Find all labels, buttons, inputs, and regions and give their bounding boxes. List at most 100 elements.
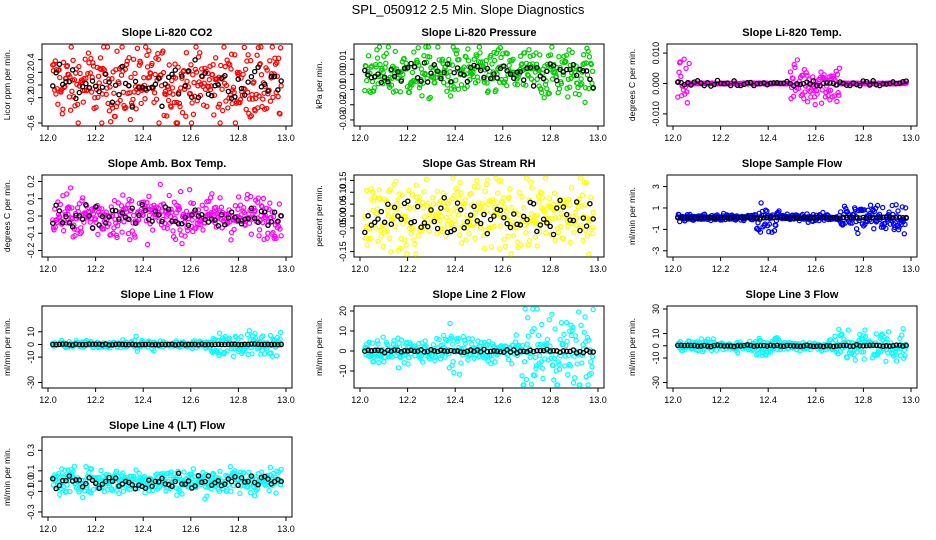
reference-point (870, 214, 876, 221)
data-point (456, 232, 463, 238)
data-point (439, 213, 445, 219)
data-point (489, 356, 495, 362)
reference-point (694, 343, 701, 349)
reference-point (837, 215, 843, 221)
reference-point (175, 221, 182, 227)
reference-point (883, 214, 890, 221)
y-tick-label: 0.010 (651, 42, 661, 65)
reference-point (451, 348, 457, 355)
data-point (51, 227, 57, 233)
data-point (418, 66, 425, 72)
data-point (518, 242, 524, 248)
reference-point (701, 342, 708, 349)
x-tick-label: 12.2 (712, 264, 730, 274)
reference-point (867, 342, 873, 349)
reference-point (833, 82, 840, 88)
data-point (80, 99, 87, 105)
data-point (166, 62, 172, 68)
reference-point (847, 214, 853, 220)
y-tick-label: -30 (26, 376, 36, 389)
data-point (420, 199, 426, 206)
data-point (95, 94, 101, 101)
data-point (114, 48, 120, 54)
x-tick-label: 12.6 (182, 264, 200, 274)
reference-point (741, 342, 747, 349)
reference-point (76, 213, 83, 219)
chart-title: Slope Li-820 Pressure (422, 27, 537, 39)
data-point (420, 205, 426, 211)
reference-point (106, 474, 112, 481)
y-tick-label: 0.10 (338, 183, 348, 201)
reference-point (179, 221, 185, 227)
data-point (570, 324, 576, 331)
data-point (579, 81, 585, 87)
data-point (248, 113, 254, 119)
reference-point (79, 483, 86, 490)
data-point (521, 50, 528, 56)
data-point (773, 222, 779, 229)
reference-point (112, 82, 119, 88)
data-point (263, 105, 270, 112)
reference-point (544, 68, 550, 75)
x-tick-label: 12.8 (542, 133, 560, 143)
reference-point (491, 348, 497, 354)
reference-point (172, 478, 179, 485)
data-point (95, 231, 101, 238)
data-point (189, 217, 195, 223)
data-point (112, 113, 118, 120)
reference-point (50, 83, 56, 89)
data-point (491, 57, 498, 64)
reference-point (155, 342, 162, 348)
data-point (511, 232, 517, 239)
plot-frame (666, 43, 918, 127)
data-point (557, 336, 563, 343)
reference-point (261, 473, 268, 480)
reference-point (721, 214, 727, 221)
data-point (128, 473, 135, 480)
data-point (838, 209, 844, 215)
data-point (547, 52, 554, 58)
data-point (441, 79, 447, 86)
data-point (567, 363, 574, 369)
reference-point (261, 209, 268, 215)
data-point (227, 463, 233, 470)
reference-point (790, 215, 797, 221)
data-point (157, 181, 163, 188)
reference-point (711, 342, 717, 349)
reference-point (258, 341, 265, 348)
data-point (422, 70, 428, 77)
data-point (408, 230, 414, 237)
data-point (367, 235, 374, 242)
reference-point (754, 215, 760, 221)
reference-point (63, 341, 69, 347)
data-point (148, 203, 155, 210)
data-point (183, 208, 190, 214)
reference-point (159, 218, 165, 225)
data-point (523, 376, 530, 383)
data-point (85, 70, 91, 77)
data-point (264, 67, 270, 73)
reference-point (560, 204, 567, 210)
data-point (552, 237, 558, 244)
data-point (456, 195, 462, 201)
reference-point (96, 341, 102, 347)
data-point (508, 251, 514, 257)
data-point (221, 44, 227, 50)
reference-point (66, 473, 73, 479)
reference-point (804, 215, 810, 221)
data-point (99, 206, 105, 212)
data-point (183, 50, 190, 56)
chart-title: Slope Line 2 Flow (433, 289, 526, 301)
reference-point (73, 95, 79, 102)
y-tick-label: 0.00 (338, 207, 348, 225)
reference-point (840, 214, 847, 221)
reference-point (794, 215, 800, 221)
reference-point (165, 74, 172, 81)
data-point (123, 104, 129, 111)
reference-point (218, 75, 225, 82)
reference-point (744, 342, 751, 348)
reference-point (684, 342, 691, 349)
data-point (684, 89, 690, 95)
data-point (479, 207, 485, 213)
